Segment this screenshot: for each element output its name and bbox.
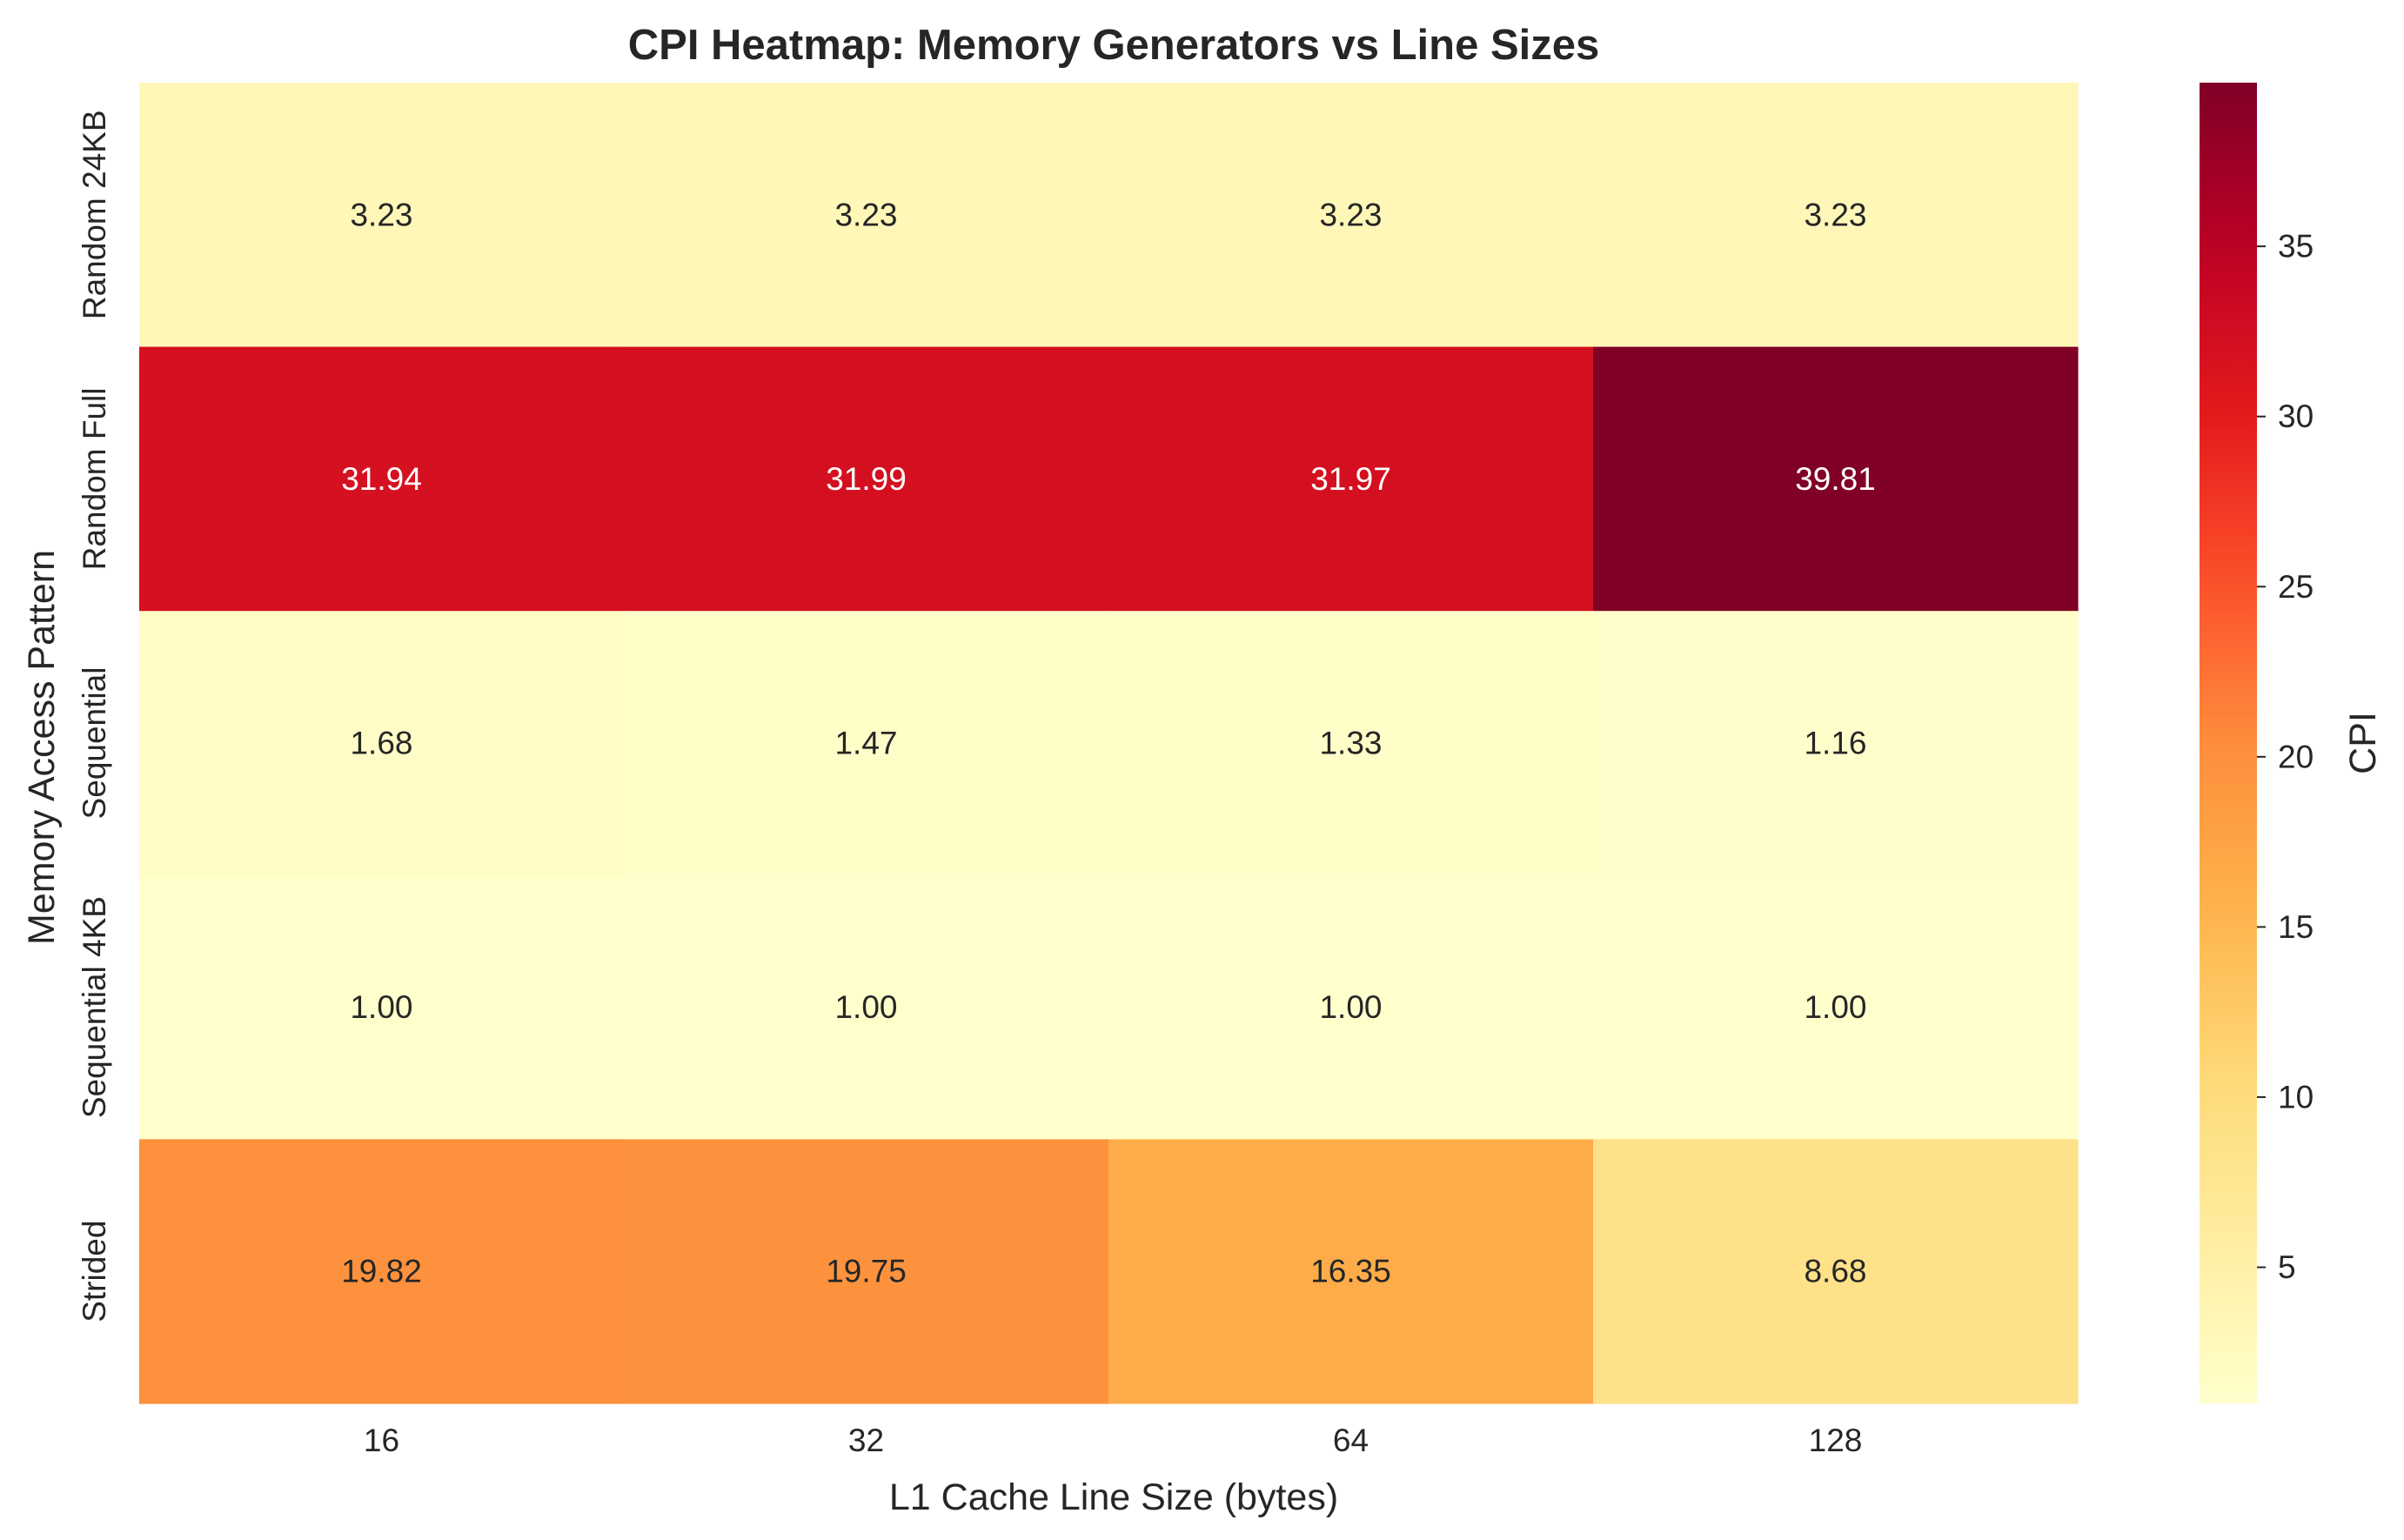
y-tick-label: Strided — [77, 1221, 112, 1322]
y-tick-label: Random Full — [77, 388, 112, 571]
heatmap-cell — [139, 874, 625, 1140]
cell-value-label: 19.75 — [826, 1254, 907, 1289]
y-axis-label: Memory Access Pattern — [21, 550, 63, 945]
cell-value-label: 3.23 — [350, 197, 412, 232]
heatmap-cell — [1593, 1139, 2079, 1404]
y-tick-label: Sequential 4KB — [77, 896, 112, 1118]
colorbar-label: CPI — [2342, 712, 2384, 774]
heatmap-cell — [1593, 611, 2079, 876]
heatmap-cells — [139, 83, 2079, 1404]
cell-value-label: 39.81 — [1795, 461, 1876, 497]
colorbar-tick-label: 35 — [2278, 229, 2314, 264]
heatmap-cell — [624, 1139, 1109, 1404]
x-tick-label: 128 — [1809, 1423, 1863, 1458]
heatmap-cell — [139, 611, 625, 876]
chart-title: CPI Heatmap: Memory Generators vs Line S… — [628, 22, 1600, 69]
cell-value-label: 1.00 — [1319, 989, 1382, 1025]
cell-value-label: 1.47 — [834, 726, 897, 761]
heatmap-cell — [139, 1139, 625, 1404]
heatmap-cell — [1108, 83, 1594, 348]
x-tick-label: 32 — [848, 1423, 884, 1458]
cell-value-label: 1.16 — [1804, 726, 1866, 761]
cell-value-label: 1.00 — [834, 989, 897, 1025]
heatmap-cell — [1108, 1139, 1594, 1404]
heatmap-cell — [624, 83, 1109, 348]
colorbar-tick-label: 30 — [2278, 398, 2314, 434]
heatmap-cell — [624, 346, 1109, 612]
colorbar-ticks: 5 10 15 20 25 30 35 — [2257, 229, 2314, 1285]
x-axis-label: L1 Cache Line Size (bytes) — [889, 1476, 1338, 1518]
heatmap-cell — [1593, 83, 2079, 348]
cell-value-label: 31.99 — [826, 461, 907, 497]
cell-value-label: 1.00 — [350, 989, 412, 1025]
colorbar-tick-label: 5 — [2278, 1249, 2296, 1285]
colorbar-tick-label: 10 — [2278, 1079, 2314, 1115]
colorbar-tick-label: 20 — [2278, 739, 2314, 774]
colorbar — [2200, 83, 2257, 1403]
x-tick-labels: 16 32 64 128 — [364, 1423, 1862, 1458]
cell-value-label: 31.97 — [1310, 461, 1391, 497]
y-tick-label: Sequential — [77, 667, 112, 820]
cell-value-label: 1.33 — [1319, 726, 1382, 761]
x-tick-label: 64 — [1333, 1423, 1369, 1458]
heatmap-cell — [1108, 874, 1594, 1140]
x-tick-label: 16 — [364, 1423, 399, 1458]
colorbar-tick-label: 15 — [2278, 909, 2314, 945]
y-tick-labels: Random 24KB Random Full Sequential Sequenti… — [77, 110, 112, 1322]
heatmap-cell — [1108, 346, 1594, 612]
heatmap-cell — [1108, 611, 1594, 876]
heatmap-cell — [624, 874, 1109, 1140]
cell-value-label: 31.94 — [341, 461, 422, 497]
cell-value-label: 3.23 — [1319, 197, 1382, 232]
heatmap-cell-labels: 3.23 3.23 3.23 3.23 31.94 31.99 31.97 39.81 1.68… — [341, 197, 1876, 1289]
cell-value-label: 1.68 — [350, 726, 412, 761]
cell-value-label: 3.23 — [1804, 197, 1866, 232]
cell-value-label: 16.35 — [1310, 1254, 1391, 1289]
cell-value-label: 3.23 — [834, 197, 897, 232]
heatmap-cell — [1593, 874, 2079, 1140]
cell-value-label: 1.00 — [1804, 989, 1866, 1025]
heatmap-cell — [139, 83, 625, 348]
cell-value-label: 19.82 — [341, 1254, 422, 1289]
cell-value-label: 8.68 — [1804, 1254, 1866, 1289]
heatmap-cell — [1593, 346, 2079, 612]
colorbar-tick-label: 25 — [2278, 569, 2314, 605]
heatmap-cell — [624, 611, 1109, 876]
y-tick-label: Random 24KB — [77, 110, 112, 319]
heatmap-cell — [139, 346, 625, 612]
